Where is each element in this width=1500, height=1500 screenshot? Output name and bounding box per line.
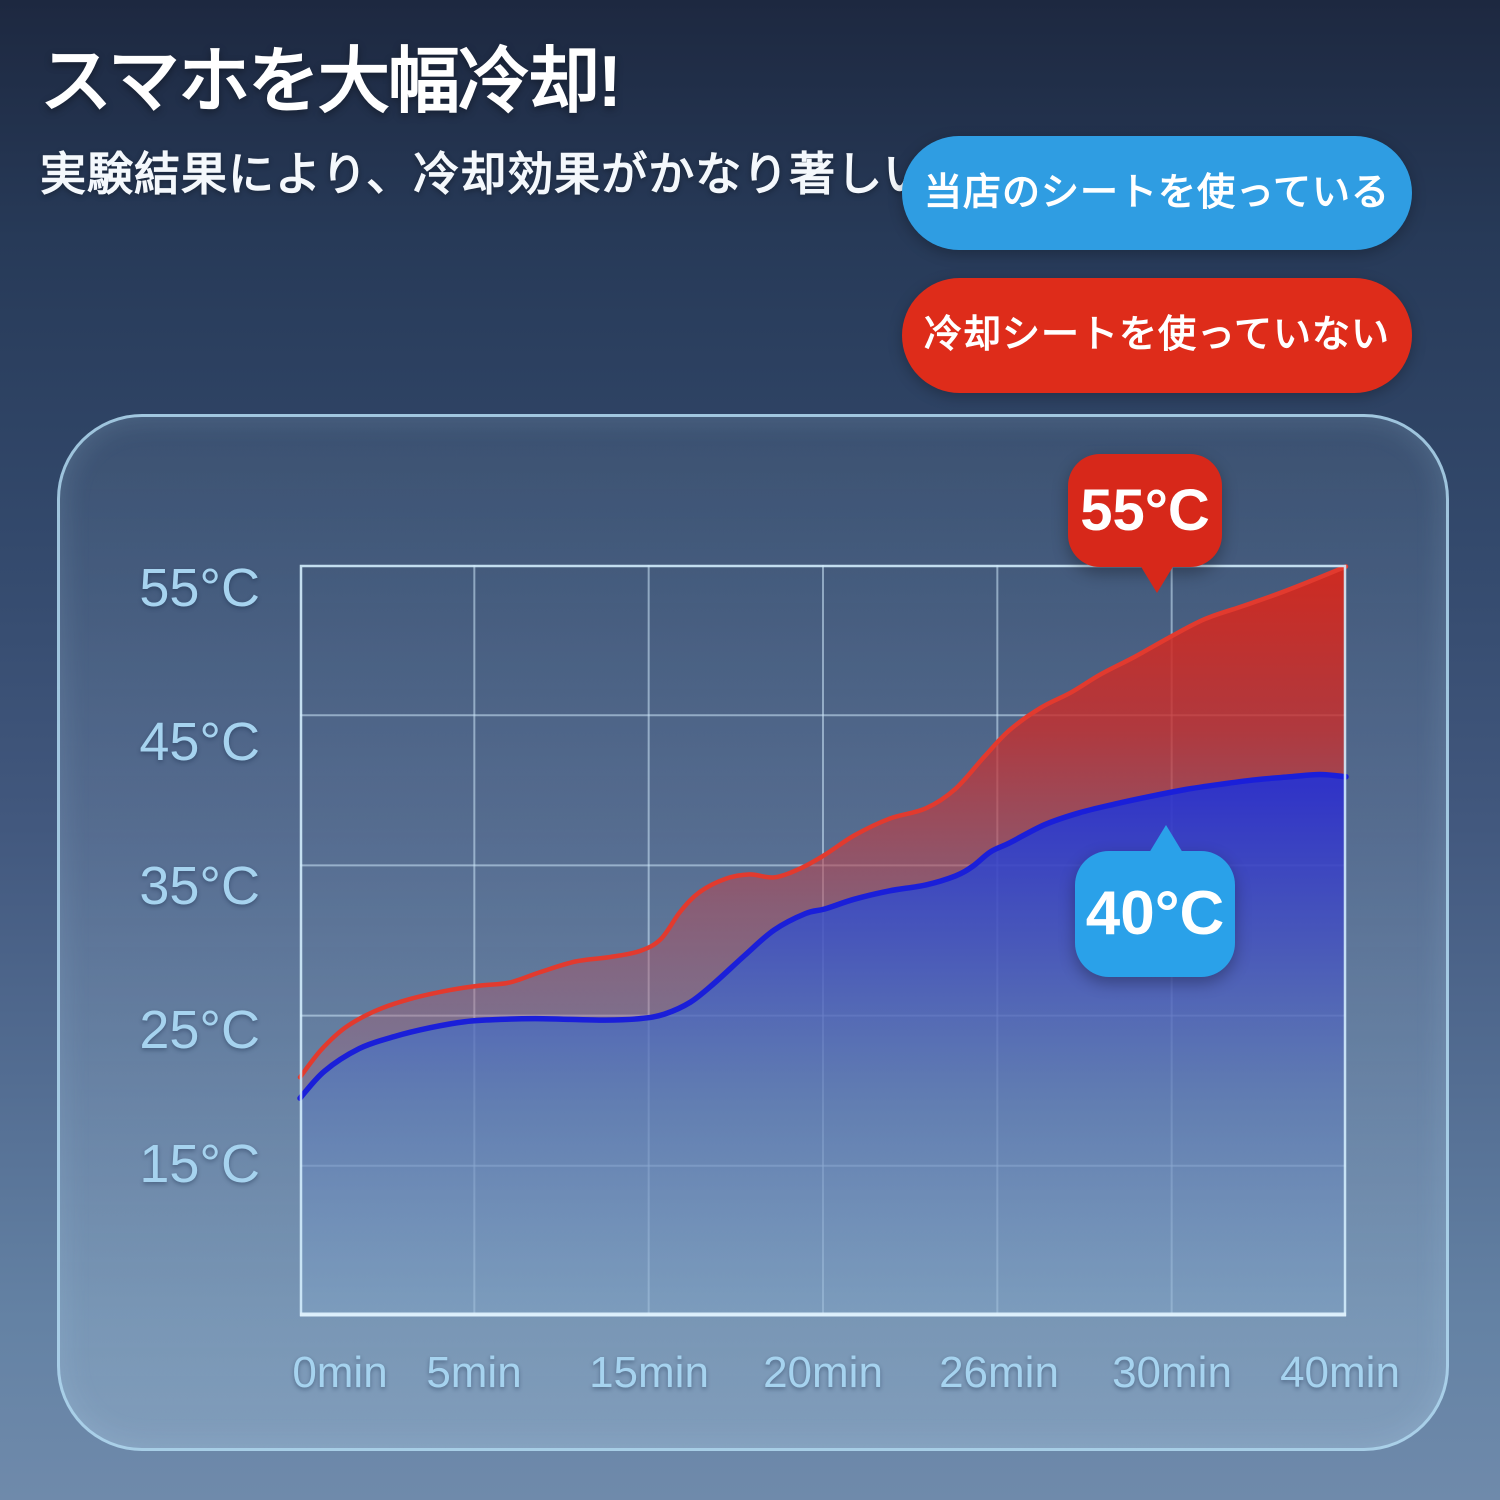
page-title: スマホを大幅冷却! (40, 42, 622, 122)
legend-item-with-sheet: 当店のシートを使っている (902, 136, 1412, 250)
x-axis-label-5min: 5min (426, 1348, 522, 1397)
callout-55c: 55°C (1068, 454, 1222, 593)
y-axis-label-25: 25°C (139, 1000, 260, 1060)
y-axis-label-45: 45°C (139, 712, 260, 772)
callout-55c-label: 55°C (1080, 478, 1210, 543)
page-subtitle: 実験結果により、冷却効果がかなり著しい (40, 149, 931, 200)
x-axis-label-15min: 15min (589, 1348, 709, 1397)
blue-line-series (297, 771, 1349, 1101)
y-axis-label-15: 15°C (139, 1134, 260, 1194)
callout-tail-down-icon (1140, 565, 1174, 593)
red-line-series (297, 564, 1349, 1080)
x-axis-label-26min: 26min (939, 1348, 1059, 1397)
y-axis-label-35: 35°C (139, 856, 260, 916)
y-axis-label-55: 55°C (139, 558, 260, 618)
x-axis-label-40min: 40min (1280, 1348, 1400, 1397)
callout-40c: 40°C (1075, 825, 1235, 977)
callout-40c-label: 40°C (1085, 879, 1225, 948)
x-axis-label-0min: 0min (292, 1348, 388, 1397)
x-axis-label-20min: 20min (763, 1348, 883, 1397)
callout-tail-up-icon (1149, 825, 1183, 853)
x-axis-label-30min: 30min (1112, 1348, 1232, 1397)
legend-item-without-sheet: 冷却シートを使っていない (902, 278, 1412, 393)
